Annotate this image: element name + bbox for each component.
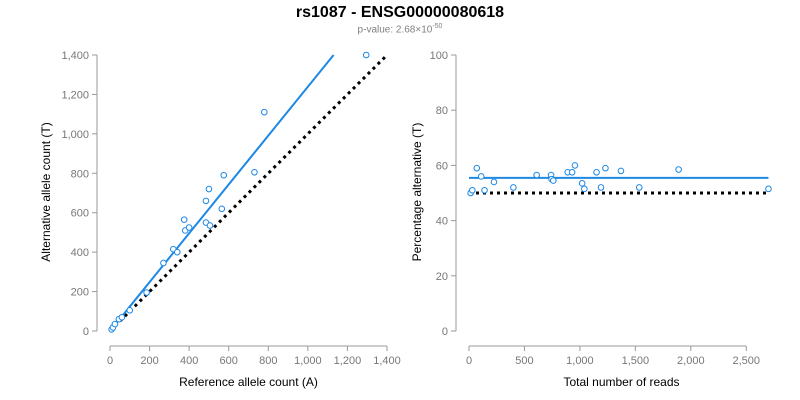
panel-2-data-point	[597, 184, 605, 191]
panel-2-y-tick-label: 40	[436, 216, 448, 228]
panel-1-y-tick-label: 1,400	[61, 50, 89, 62]
panel-1-data-point	[173, 248, 181, 256]
panel-2-x-tick-label: 2,500	[733, 355, 761, 367]
panel-1-y-tick-label: 600	[71, 208, 89, 220]
panel-1-data-point	[111, 320, 119, 328]
panel-1-data-point	[180, 216, 188, 223]
panel-1-x-tick-label: 200	[140, 355, 158, 367]
panel-1-y-axis-label: Alternative allele count (T)	[39, 122, 53, 261]
panel-2-data-point	[571, 162, 579, 169]
panel-2-y-tick-label: 80	[436, 105, 448, 117]
panel-1-y-tick-label: 0	[83, 326, 89, 338]
panel-1-data-point	[126, 307, 134, 314]
panel-2-y-tick-label: 20	[436, 271, 448, 283]
panel-2-x-tick-label: 0	[466, 355, 472, 367]
panel-1-data-point	[362, 51, 370, 59]
panel-1-data-point	[205, 185, 213, 193]
chart-subtitle: p-value: 2.68×10-50	[0, 23, 800, 35]
panel-2-data-point	[765, 185, 772, 193]
panel-2-data-point	[675, 166, 682, 173]
panel-2-data-point	[473, 164, 481, 172]
panel-1-reference-line	[108, 53, 389, 333]
panel-1-data-point	[185, 224, 193, 231]
panel-1-y-tick-label: 1,200	[61, 89, 89, 101]
panel-2-x-tick-label: 2,000	[677, 355, 705, 367]
panel-1-data-point	[251, 169, 258, 176]
panel-1-fit-line	[109, 54, 335, 332]
panel-1-y-tick-label: 200	[71, 287, 89, 299]
p-value-text: p-value: 2.68×10	[357, 24, 433, 36]
panel-2-data-point	[617, 167, 625, 175]
panel-2-data-point	[549, 177, 557, 184]
panel-1-y-tick-label: 800	[71, 168, 89, 180]
panel-2-data-point	[510, 184, 517, 191]
panel-2-x-axis-label: Total number of reads	[563, 375, 679, 389]
panel-2-y-tick-label: 100	[430, 50, 448, 62]
panel-2-data-point	[578, 180, 586, 187]
panel-1-data-point	[206, 222, 214, 229]
panel-2-data-point	[477, 173, 485, 180]
panel-2-data-point	[602, 164, 609, 172]
panel-2-data-point	[490, 178, 498, 186]
panel-1-data-point	[202, 197, 210, 205]
panel-1-x-tick-label: 400	[180, 355, 198, 367]
panel-1-data-point	[261, 108, 268, 116]
panel-1-x-axis-label: Reference allele count (A)	[179, 375, 318, 389]
panel-1-x-tick-label: 1,200	[334, 355, 362, 367]
chart-title: rs1087 - ENSG00000080618	[295, 4, 505, 21]
panel-1-y-tick-label: 400	[71, 247, 89, 259]
panel-2-y-tick-label: 60	[436, 160, 448, 172]
panel-2-y-axis-label: Percentage alternative (T)	[410, 123, 424, 262]
panel-1-data-point	[160, 259, 167, 267]
panel-1-x-tick-label: 800	[259, 355, 277, 367]
panel-1-x-tick-label: 1,000	[294, 355, 322, 367]
panel-2-data-point	[481, 186, 488, 194]
panel-1-x-tick-label: 0	[107, 355, 113, 367]
panel-2-data-point	[581, 185, 588, 193]
panel-1-data-point	[118, 313, 126, 321]
panel-2-x-tick-label: 1,500	[622, 355, 650, 367]
panel-2-data-point	[533, 171, 540, 179]
panel-2-data-point	[635, 184, 643, 191]
panel-1-data-point	[143, 289, 150, 296]
panel-2-data-point	[568, 169, 576, 176]
panel-1-x-tick-label: 1,400	[373, 355, 401, 367]
panel-1-y-tick-label: 1,000	[61, 129, 89, 141]
panel-1-data-point	[220, 171, 228, 179]
panel-1-x-tick-label: 600	[220, 355, 238, 367]
panel-2-x-tick-label: 500	[515, 355, 533, 367]
panel-2-y-tick-label: 0	[442, 326, 448, 338]
panel-2-x-tick-label: 1,000	[566, 355, 594, 367]
panel-1-data-point	[218, 205, 226, 213]
panel-2-data-point	[593, 169, 600, 176]
panel-2-data-point	[469, 186, 476, 194]
p-value-exponent: -50	[432, 23, 443, 30]
